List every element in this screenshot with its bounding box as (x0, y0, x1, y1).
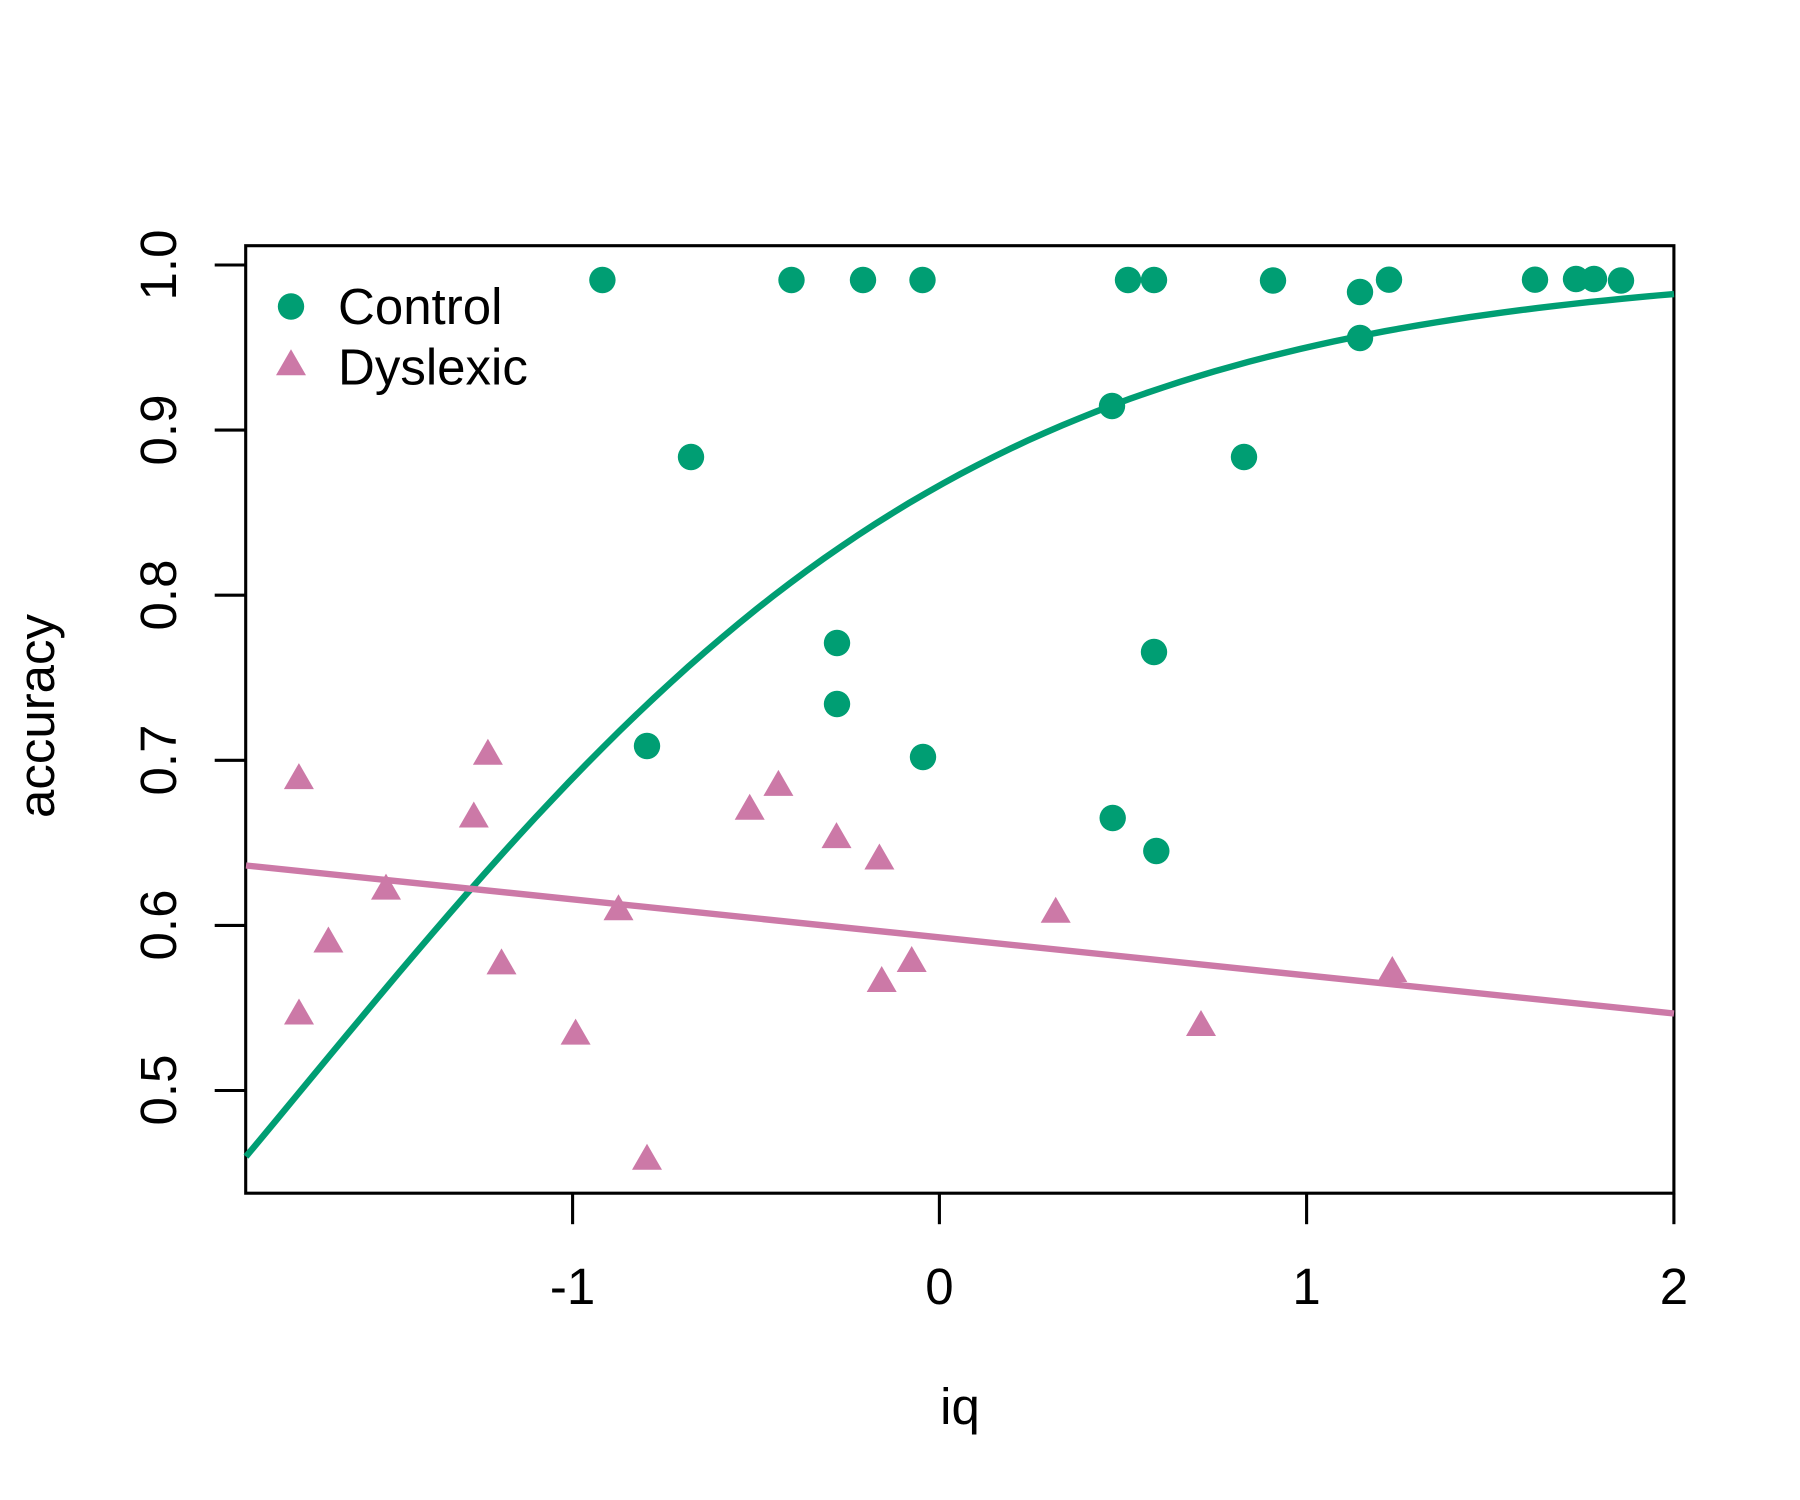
svg-text:1: 1 (1292, 1258, 1320, 1315)
svg-text:0.5: 0.5 (130, 1055, 187, 1126)
svg-text:Control: Control (338, 278, 502, 335)
svg-text:0.9: 0.9 (130, 395, 187, 466)
svg-text:2: 2 (1660, 1258, 1688, 1315)
svg-text:0.8: 0.8 (130, 560, 187, 631)
svg-text:0: 0 (925, 1258, 953, 1315)
svg-text:0.7: 0.7 (130, 725, 187, 796)
svg-text:0.6: 0.6 (130, 890, 187, 961)
svg-text:1.0: 1.0 (130, 230, 187, 301)
svg-text:iq: iq (940, 1378, 980, 1435)
svg-text:accuracy: accuracy (8, 613, 65, 818)
svg-text:Dyslexic: Dyslexic (338, 339, 528, 396)
svg-text:-1: -1 (550, 1258, 595, 1315)
